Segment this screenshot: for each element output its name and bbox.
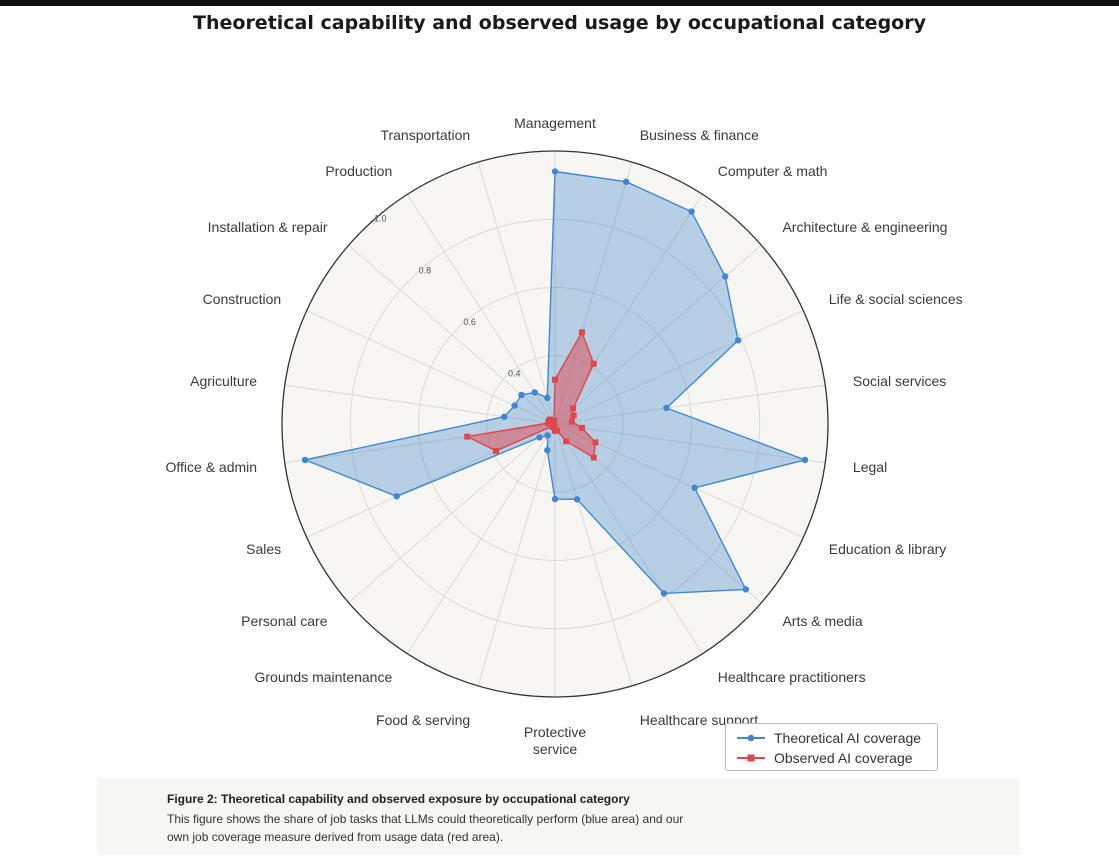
category-label: Education & library <box>829 541 947 557</box>
theoretical-point <box>801 456 809 464</box>
category-label: Architecture & engineering <box>782 219 947 235</box>
observed-point <box>549 423 556 430</box>
radar-ring <box>349 218 761 630</box>
theoretical-point <box>511 402 518 409</box>
legend-item-observed: Observed AI coverage <box>736 748 913 768</box>
radar-series <box>301 168 809 597</box>
theoretical-point <box>393 493 400 500</box>
radial-tick-label: 0.6 <box>463 317 476 327</box>
theoretical-point <box>518 391 525 399</box>
category-label: Management <box>514 115 596 131</box>
observed-point <box>552 376 558 383</box>
theoretical-point <box>734 337 742 344</box>
legend-label-theoretical: Theoretical AI coverage <box>774 730 922 746</box>
radial-tick-label: 0.8 <box>419 265 432 275</box>
theoretical-point <box>551 495 559 503</box>
category-label: Grounds maintenance <box>255 669 393 685</box>
radial-tick-label: 1.0 <box>374 214 387 224</box>
top-bar <box>0 0 1119 6</box>
radial-tick-label: 0.4 <box>508 368 521 378</box>
category-label: Agriculture <box>190 373 257 389</box>
category-label: Installation & repair <box>208 219 328 235</box>
category-label: Arts & media <box>782 613 862 629</box>
category-label: Protective service <box>524 724 586 757</box>
observed-point <box>570 405 577 412</box>
theoretical-point <box>544 446 551 454</box>
page-title: Theoretical capability and observed usag… <box>193 12 926 34</box>
legend-swatch-observed <box>737 754 765 762</box>
category-label: Personal care <box>241 613 328 629</box>
observed-point <box>570 412 577 419</box>
theoretical-point <box>536 434 543 441</box>
radar-labels: Management Business & finance Computer & m… <box>166 115 963 757</box>
observed-point <box>579 424 586 431</box>
caption-body: This figure shows the share of job tasks… <box>167 812 684 844</box>
category-label: Healthcare practitioners <box>718 669 866 685</box>
category-label: Social services <box>853 373 946 389</box>
theoretical-point <box>660 590 668 597</box>
theoretical-point <box>531 389 538 396</box>
observed-point <box>546 416 553 423</box>
theoretical-point <box>501 413 508 420</box>
theoretical-point <box>544 394 551 402</box>
figure-caption: Figure 2: Theoretical capability and obs… <box>167 792 687 846</box>
theoretical-point <box>691 484 698 491</box>
radar-ring <box>486 355 624 493</box>
observed-point <box>592 439 599 446</box>
theoretical-point <box>742 586 750 593</box>
observed-point <box>590 360 597 367</box>
observed-point <box>551 417 558 424</box>
observed-point <box>493 447 500 454</box>
radar-ring <box>418 287 692 561</box>
observed-point <box>552 427 558 434</box>
observed-point <box>563 438 570 445</box>
theoretical-point <box>551 168 559 175</box>
caption-background <box>97 778 1020 855</box>
category-label: Office & admin <box>166 459 258 475</box>
category-label: Business & finance <box>640 127 759 143</box>
category-label: Construction <box>203 291 282 307</box>
caption-title: Figure 2: Theoretical capability and obs… <box>167 792 630 806</box>
observed-point <box>464 433 471 440</box>
theoretical-point <box>301 456 309 464</box>
legend-item-theoretical: Theoretical AI coverage <box>736 728 921 748</box>
radar-outer-ring <box>281 150 829 698</box>
category-label: Food & serving <box>376 712 470 728</box>
theoretical-point <box>688 208 695 215</box>
legend-label-observed: Observed AI coverage <box>774 750 913 766</box>
category-label: Transportation <box>380 127 470 143</box>
observed-point <box>568 418 575 425</box>
theoretical-point <box>544 432 551 439</box>
category-label: Sales <box>246 541 281 557</box>
observed-point <box>578 329 585 336</box>
category-label: Legal <box>853 459 887 475</box>
theoretical-point <box>663 404 670 412</box>
observed-point <box>590 454 597 461</box>
chart-legend: Theoretical AI coverage Observed AI cove… <box>725 723 938 771</box>
category-label: Computer & math <box>718 163 828 179</box>
category-label: Production <box>325 163 392 179</box>
theoretical-point <box>622 178 630 185</box>
legend-swatch-theoretical <box>737 734 765 742</box>
theoretical-point <box>573 496 581 503</box>
theoretical-point <box>722 273 729 280</box>
category-label: Life & social sciences <box>829 291 963 307</box>
